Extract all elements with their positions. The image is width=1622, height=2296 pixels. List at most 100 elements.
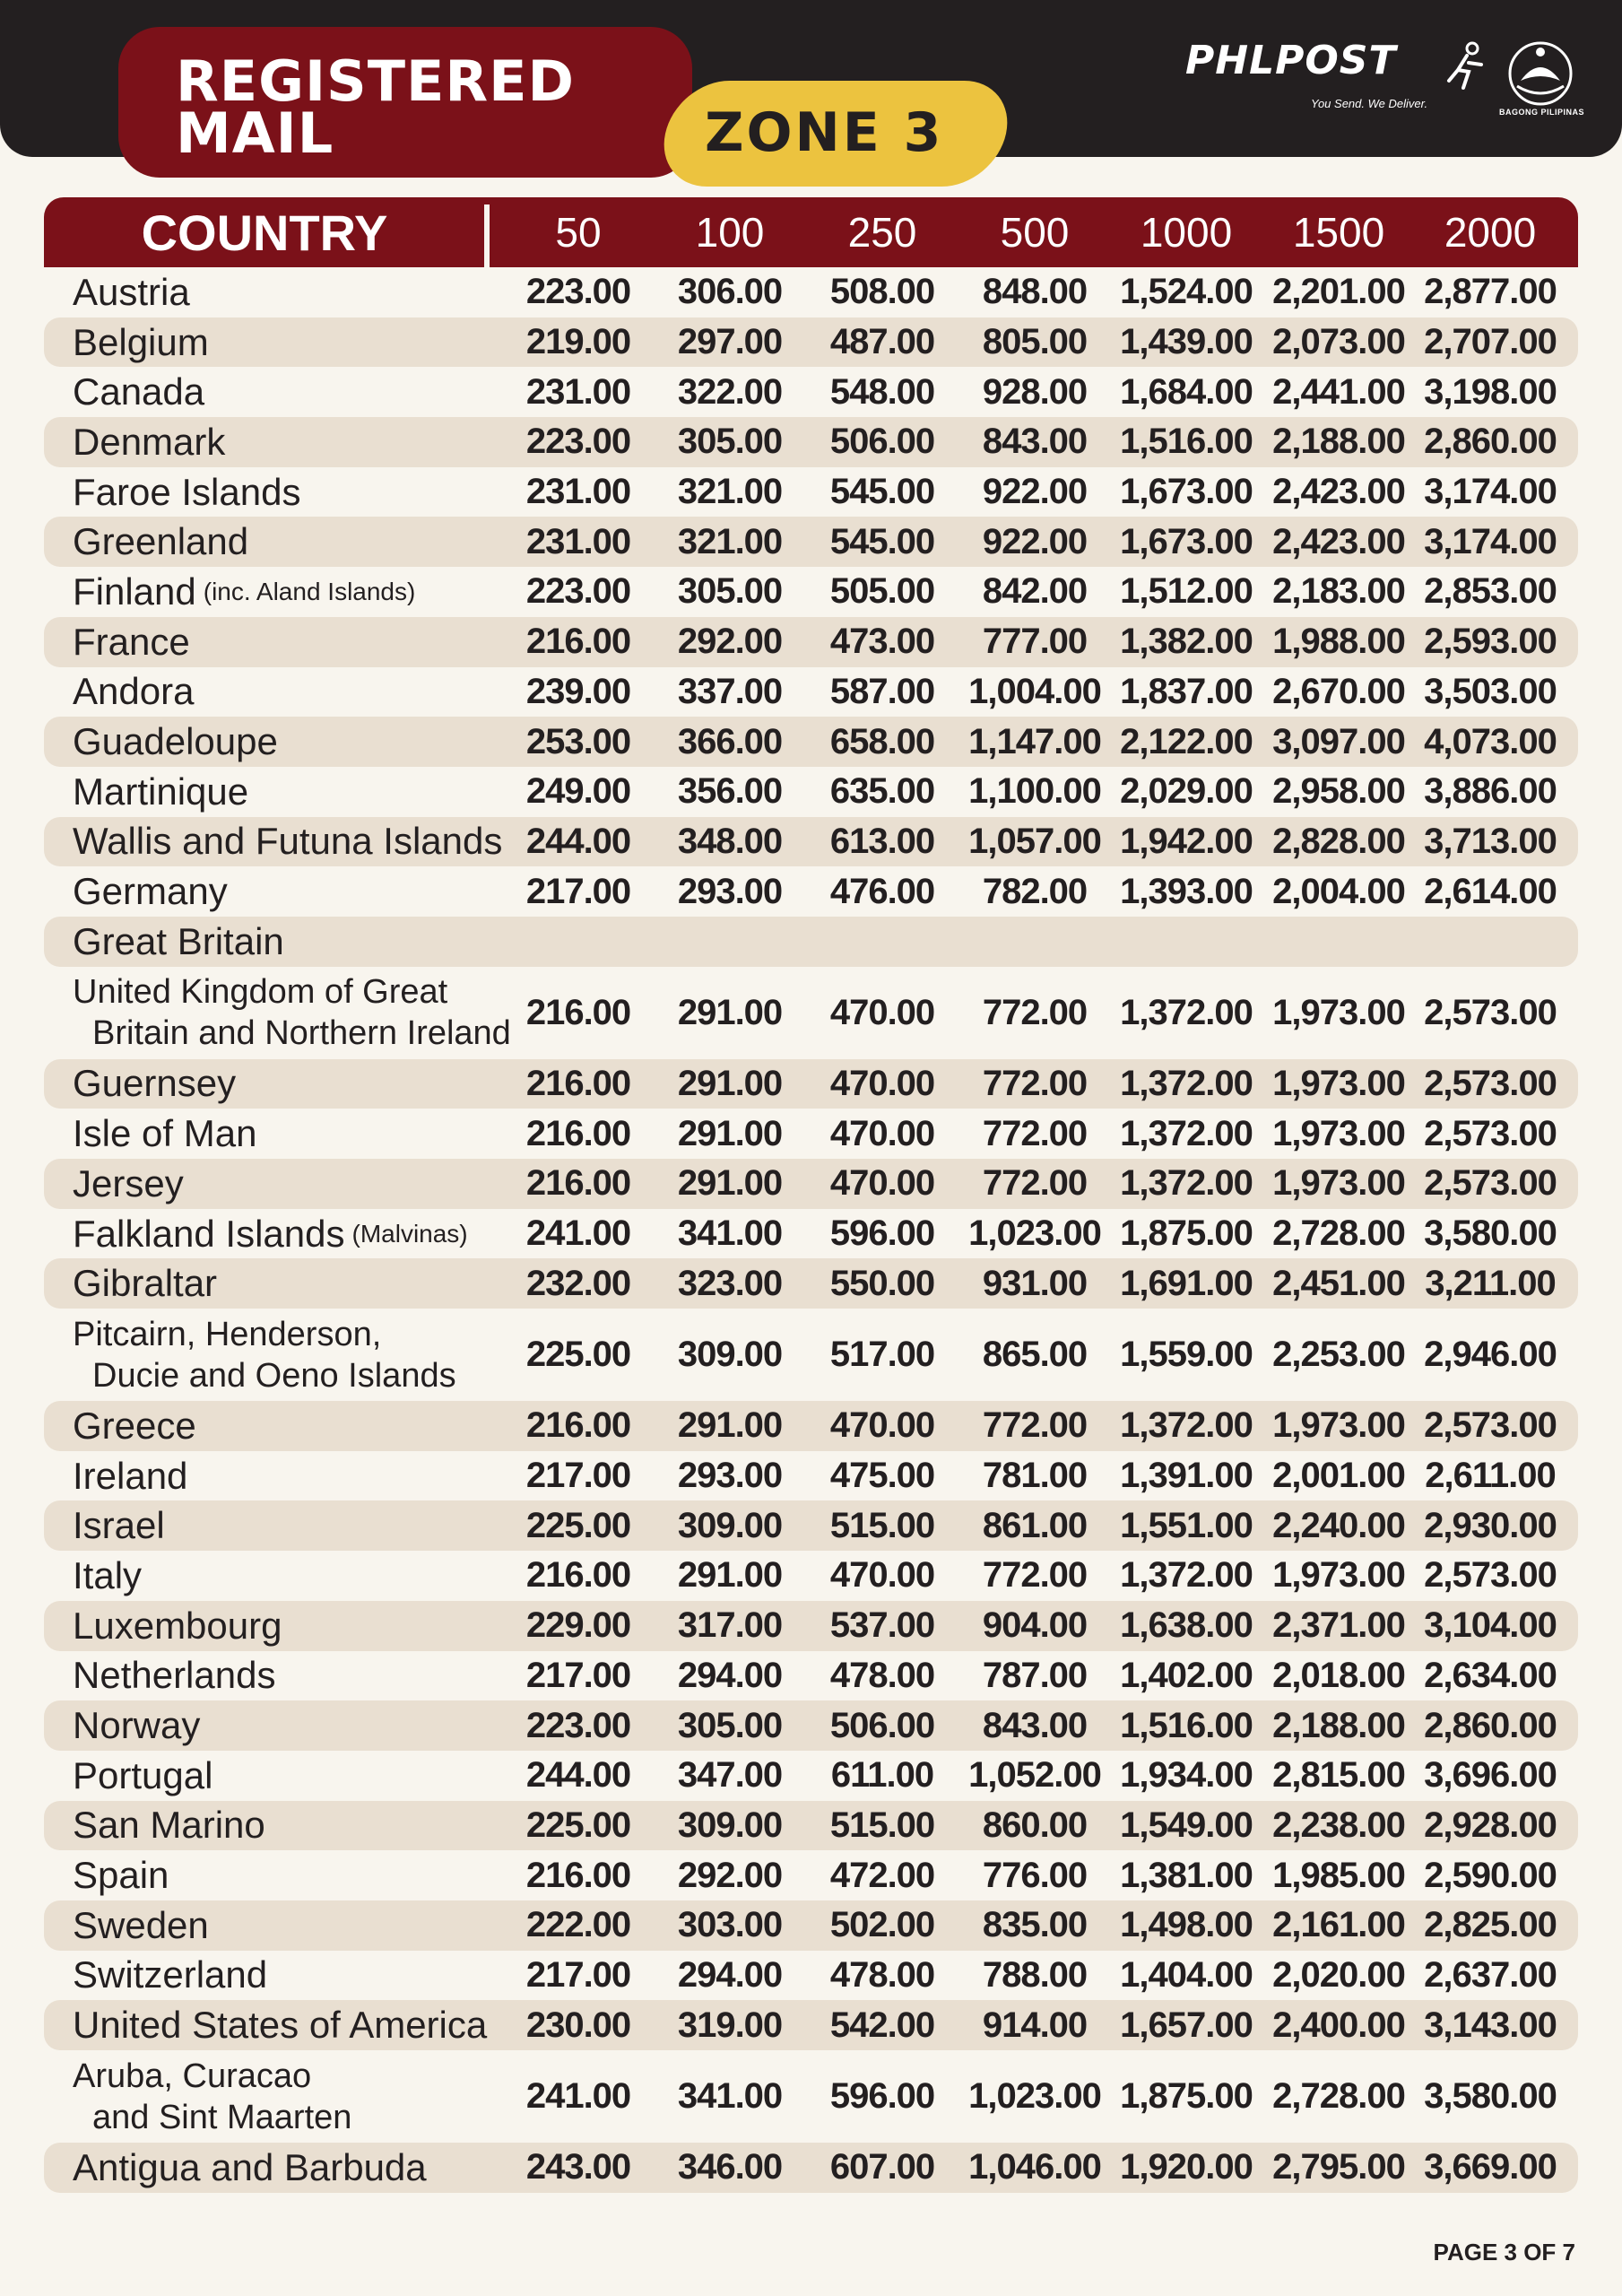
rate-cell: 356.00 — [677, 771, 783, 812]
rate-cell: 2,423.00 — [1272, 472, 1406, 512]
country-name: Antigua and Barbuda — [73, 2145, 427, 2188]
rate-cell: 2,860.00 — [1424, 1705, 1557, 1745]
rate-cell: 230.00 — [525, 2005, 631, 2045]
rate-cell: 2,930.00 — [1424, 1505, 1557, 1545]
rate-cell: 475.00 — [829, 1456, 935, 1496]
table-row: Guernsey 216.00 291.00 470.00 772.00 1,372.00… — [44, 1058, 1578, 1109]
rate-cell: 1,402.00 — [1120, 1655, 1253, 1695]
rate-cell: 2,573.00 — [1424, 1555, 1557, 1596]
rate-cell: 635.00 — [829, 771, 935, 812]
rate-cell: 341.00 — [677, 1213, 783, 1254]
rate-cell: 2,795.00 — [1272, 2147, 1406, 2187]
rate-cell: 470.00 — [829, 1113, 935, 1153]
logo-tagline: You Send. We Deliver. — [1311, 97, 1428, 110]
rate-cell: 1,988.00 — [1272, 622, 1406, 662]
rate-cell: 2,253.00 — [1272, 1335, 1406, 1375]
rate-cell: 777.00 — [982, 622, 1088, 662]
rate-cell: 1,934.00 — [1120, 1755, 1253, 1796]
rate-cell: 2,614.00 — [1424, 871, 1557, 911]
rate-cell: 537.00 — [829, 1605, 935, 1646]
rate-cell — [1267, 917, 1410, 967]
rate-cell: 1,023.00 — [968, 1213, 1102, 1254]
table-row: Wallis and Futuna Islands 244.00 348.00 613… — [44, 816, 1578, 867]
rate-cell: 2,441.00 — [1272, 371, 1406, 412]
country-name-cell: Wallis and Futuna Islands — [73, 817, 502, 867]
rate-cell: 470.00 — [829, 1163, 935, 1204]
rate-cell: 2,590.00 — [1424, 1855, 1557, 1895]
phlpost-logo: PHLPOST You Send. We Deliver. — [1185, 38, 1483, 122]
rate-cell — [1115, 917, 1258, 967]
rate-cell: 3,097.00 — [1272, 721, 1406, 761]
country-name-cell: Belgium — [73, 317, 209, 368]
runner-icon — [1447, 41, 1483, 90]
rate-cell: 2,877.00 — [1424, 272, 1557, 312]
rate-cell: 217.00 — [525, 1954, 631, 1995]
rate-cell: 1,973.00 — [1272, 1113, 1406, 1153]
rate-cell: 502.00 — [829, 1905, 935, 1945]
table-row: Belgium 219.00 297.00 487.00 805.00 1,439.00 2… — [44, 317, 1578, 368]
rate-cell: 2,611.00 — [1425, 1456, 1557, 1496]
logo-wordmark: PHLPOST — [1185, 38, 1397, 83]
table-row: Austria 223.00 306.00 508.00 848.00 1,524.00 2… — [44, 267, 1578, 317]
table-row: Pitcairn, Henderson, Ducie and Oeno Islan… — [44, 1309, 1578, 1401]
country-name-cell: Austria — [73, 267, 190, 317]
country-name: Ireland — [73, 1454, 188, 1497]
table-row: Guadeloupe 253.00 366.00 658.00 1,147.00 2,12… — [44, 717, 1578, 767]
country-name-cell: Jersey — [73, 1159, 184, 1209]
rate-cell: 842.00 — [982, 571, 1088, 612]
country-name-cell: Guadeloupe — [73, 717, 278, 767]
rate-cell: 1,551.00 — [1120, 1505, 1253, 1545]
rate-cell: 216.00 — [525, 1063, 631, 1103]
rate-cell: 658.00 — [829, 721, 935, 761]
rate-cell: 2,188.00 — [1272, 1705, 1406, 1745]
rate-cell: 515.00 — [829, 1505, 935, 1545]
country-name: Falkland Islands — [73, 1212, 345, 1255]
country-name: San Marino — [73, 1804, 265, 1847]
rate-cell: 861.00 — [982, 1505, 1088, 1545]
header-weight-1500: 1500 — [1292, 209, 1385, 256]
country-note: (Malvinas) — [351, 1219, 468, 1248]
header-weight-100: 100 — [695, 209, 765, 256]
rate-cell: 596.00 — [829, 1213, 935, 1254]
rate-cell: 2,637.00 — [1424, 1954, 1557, 1995]
rate-cell: 217.00 — [525, 1456, 631, 1496]
table-row: Isle of Man 216.00 291.00 470.00 772.00 1,372… — [44, 1109, 1578, 1159]
table-row: Finland (inc. Aland Islands) 223.00 305.00 5… — [44, 567, 1578, 617]
rate-cell: 782.00 — [982, 871, 1088, 911]
rate-cell: 545.00 — [829, 472, 935, 512]
rate-cell: 2,451.00 — [1272, 1263, 1406, 1303]
rate-cell: 2,593.00 — [1424, 622, 1557, 662]
country-name: Portugal — [73, 1753, 213, 1796]
country-name-cell: Falkland Islands (Malvinas) — [73, 1209, 468, 1259]
header-weight-50: 50 — [555, 209, 602, 256]
country-name-line-1: Aruba, Curacao — [73, 2057, 312, 2095]
rate-cell: 291.00 — [677, 1113, 783, 1153]
country-name-cell: Israel — [73, 1500, 165, 1551]
rate-cell: 217.00 — [525, 1655, 631, 1695]
rate-cell: 1,512.00 — [1120, 571, 1253, 612]
seal-label: BAGONG PILIPINAS — [1499, 108, 1585, 117]
rate-cell: 2,004.00 — [1272, 871, 1406, 911]
rate-cell: 2,670.00 — [1272, 671, 1406, 711]
rate-cell: 3,174.00 — [1424, 521, 1557, 561]
rate-cell: 914.00 — [982, 2005, 1088, 2045]
rate-cell: 517.00 — [829, 1335, 935, 1375]
rate-cell: 2,400.00 — [1272, 2005, 1406, 2045]
rate-cell: 1,524.00 — [1120, 272, 1253, 312]
rate-cell: 3,580.00 — [1424, 2076, 1557, 2116]
table-row: Andora 239.00 337.00 587.00 1,004.00 1,837.00… — [44, 667, 1578, 718]
table-row: Luxembourg 229.00 317.00 537.00 904.00 1,638.… — [44, 1600, 1578, 1651]
rate-cell: 805.00 — [982, 322, 1088, 362]
header-weight-2000: 2000 — [1444, 209, 1537, 256]
table-row: United States of America 230.00 319.00 542.… — [44, 2000, 1578, 2050]
rate-cell: 506.00 — [829, 1705, 935, 1745]
table-row: Netherlands 217.00 294.00 478.00 787.00 1,402… — [44, 1651, 1578, 1701]
rate-cell: 2,020.00 — [1272, 1954, 1406, 1995]
table-row: Faroe Islands 231.00 321.00 545.00 922.00 1,6… — [44, 467, 1578, 517]
country-name-line-2: and Sint Maarten — [92, 2098, 352, 2136]
table-row: Antigua and Barbuda 243.00 346.00 607.00 1,0… — [44, 2143, 1578, 2193]
rate-cell: 2,029.00 — [1120, 771, 1253, 812]
rate-cell: 2,634.00 — [1424, 1655, 1557, 1695]
rate-cell: 292.00 — [677, 1855, 783, 1895]
rate-cell: 781.00 — [982, 1456, 1088, 1496]
